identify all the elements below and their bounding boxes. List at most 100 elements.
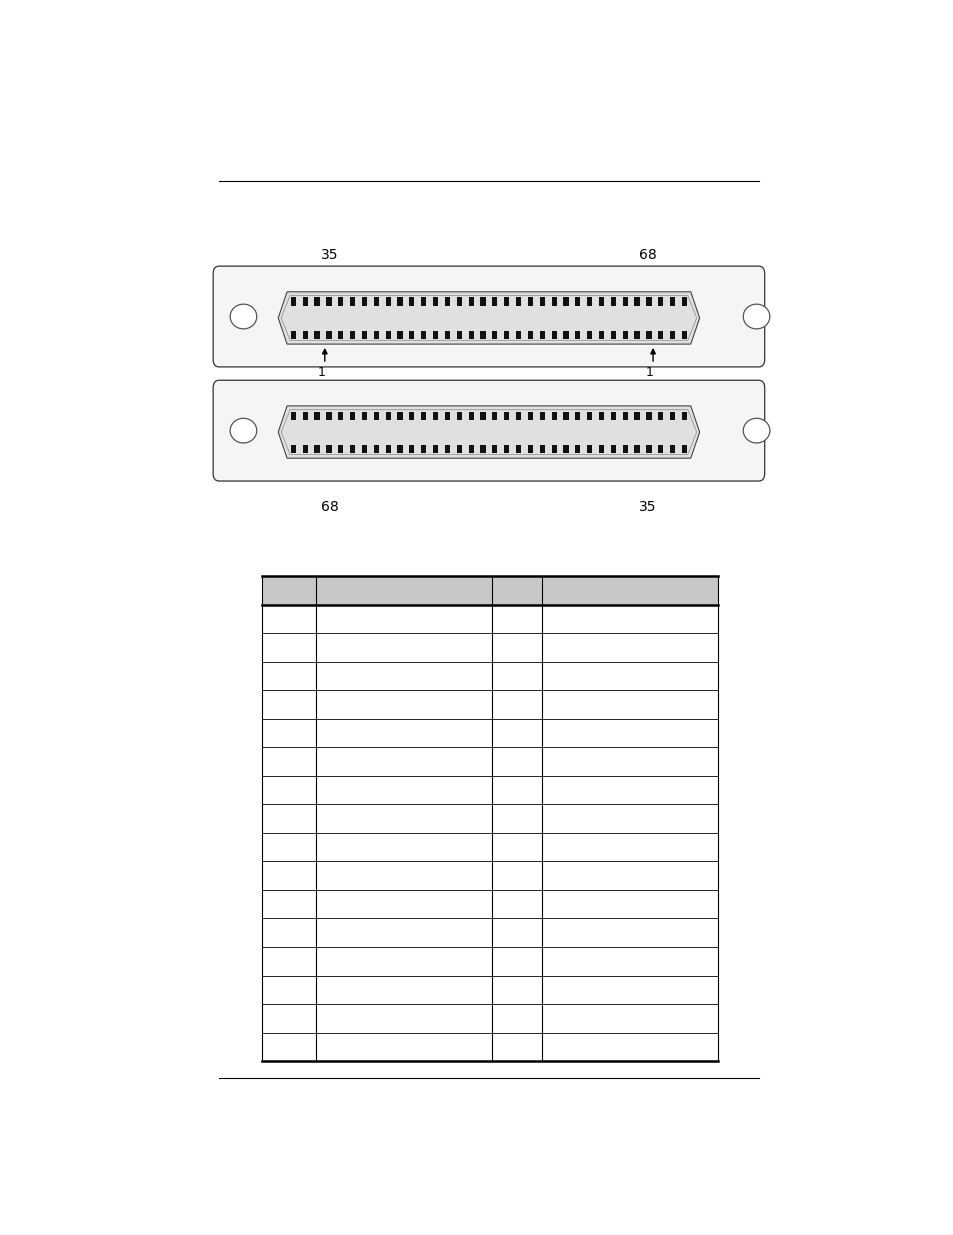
Ellipse shape	[742, 419, 769, 443]
Ellipse shape	[742, 304, 769, 329]
Bar	[468, 331, 474, 340]
Bar	[337, 331, 343, 340]
Bar	[575, 445, 579, 453]
Bar	[468, 445, 474, 453]
Bar	[646, 331, 651, 340]
Bar	[551, 331, 557, 340]
Bar	[586, 411, 592, 420]
Bar	[262, 662, 718, 690]
Bar	[503, 298, 509, 306]
Bar	[575, 411, 579, 420]
Bar	[669, 298, 675, 306]
Bar	[681, 445, 686, 453]
Bar	[420, 445, 426, 453]
Bar	[456, 445, 461, 453]
Bar	[681, 411, 686, 420]
Bar	[551, 411, 557, 420]
Bar	[598, 445, 603, 453]
Bar	[262, 804, 718, 832]
Bar	[658, 445, 662, 453]
Bar	[350, 331, 355, 340]
Bar	[361, 445, 367, 453]
Bar	[262, 776, 718, 804]
Bar	[516, 331, 520, 340]
Bar	[669, 411, 675, 420]
Bar	[575, 298, 579, 306]
Bar	[598, 331, 603, 340]
Bar	[539, 445, 544, 453]
Bar	[634, 331, 639, 340]
Bar	[420, 331, 426, 340]
Bar	[337, 411, 343, 420]
Bar	[492, 331, 497, 340]
Bar	[622, 298, 627, 306]
Text: 1: 1	[645, 366, 654, 379]
Bar	[456, 331, 461, 340]
Bar	[610, 411, 616, 420]
Bar	[681, 331, 686, 340]
Bar	[468, 298, 474, 306]
Bar	[420, 411, 426, 420]
Bar	[551, 298, 557, 306]
Bar	[516, 445, 520, 453]
Bar	[262, 919, 718, 947]
Bar	[634, 411, 639, 420]
Bar	[658, 331, 662, 340]
Bar	[444, 298, 450, 306]
Bar	[326, 411, 331, 420]
Polygon shape	[278, 406, 699, 458]
Bar	[516, 411, 520, 420]
Bar	[610, 331, 616, 340]
Bar	[527, 331, 533, 340]
Bar	[409, 411, 414, 420]
Bar	[456, 298, 461, 306]
Bar	[634, 445, 639, 453]
Bar	[468, 411, 474, 420]
Bar	[397, 445, 402, 453]
Bar	[361, 298, 367, 306]
Bar	[291, 445, 295, 453]
Bar	[397, 411, 402, 420]
Bar	[575, 331, 579, 340]
Bar	[291, 298, 295, 306]
Bar	[480, 445, 485, 453]
Bar	[302, 411, 308, 420]
Bar	[262, 976, 718, 1004]
Bar	[302, 445, 308, 453]
Bar	[262, 747, 718, 776]
Bar	[634, 298, 639, 306]
Bar	[586, 445, 592, 453]
Bar	[409, 298, 414, 306]
Bar	[262, 862, 718, 890]
Bar	[262, 634, 718, 662]
Bar	[314, 298, 319, 306]
Bar	[444, 331, 450, 340]
Bar	[503, 411, 509, 420]
Bar	[503, 331, 509, 340]
Bar	[610, 445, 616, 453]
Bar	[598, 411, 603, 420]
Bar	[262, 890, 718, 919]
Bar	[350, 411, 355, 420]
Bar	[374, 331, 378, 340]
Bar	[302, 298, 308, 306]
Bar	[480, 331, 485, 340]
Bar	[444, 445, 450, 453]
Bar	[551, 445, 557, 453]
Text: 35: 35	[639, 500, 656, 514]
Bar	[669, 331, 675, 340]
Bar	[337, 298, 343, 306]
Bar	[433, 411, 437, 420]
Bar	[302, 331, 308, 340]
Bar	[409, 331, 414, 340]
Bar	[539, 411, 544, 420]
Bar	[563, 298, 568, 306]
Bar	[563, 331, 568, 340]
Bar	[433, 298, 437, 306]
Ellipse shape	[230, 419, 256, 443]
Bar	[646, 411, 651, 420]
Bar	[262, 605, 718, 634]
Bar	[314, 445, 319, 453]
Bar	[563, 445, 568, 453]
Bar	[262, 947, 718, 976]
